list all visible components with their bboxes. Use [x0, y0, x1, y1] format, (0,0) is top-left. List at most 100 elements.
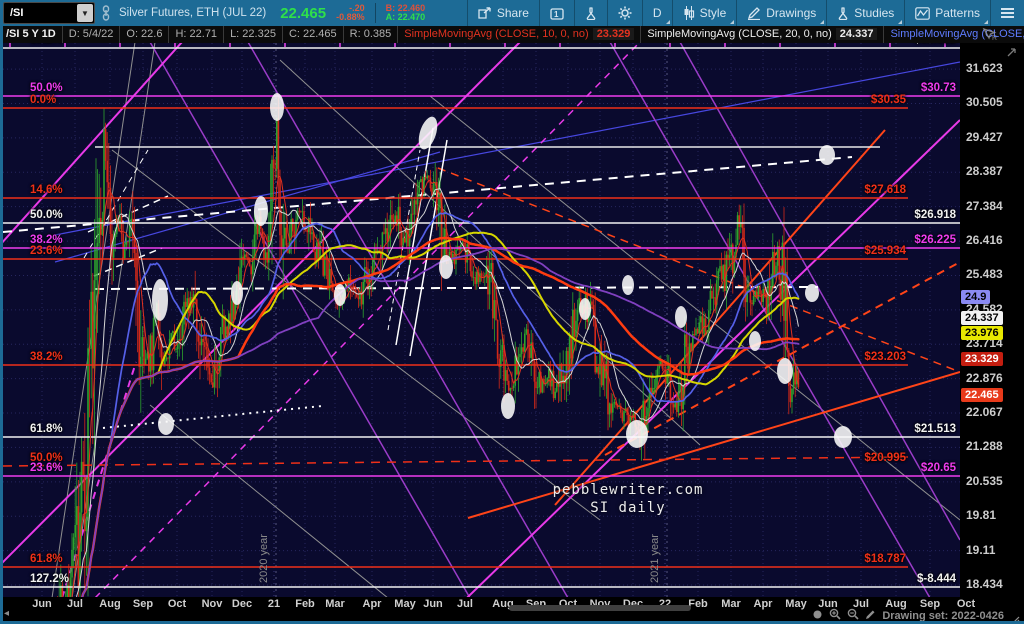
study-value: 23.329 [592, 28, 635, 40]
watermark-line2: SI daily [590, 500, 666, 516]
events-button[interactable]: 1 [538, 0, 574, 26]
candlestick-icon [683, 6, 695, 20]
price-axis[interactable]: 31.623 30.505 29.427 28.387 27.384 26.416 25.4… [960, 43, 1024, 597]
ohlc-study-readout: /SI 5 Y 1D D: 5/4/22 O: 22.6 H: 22.71 L: 22.… [0, 26, 1024, 43]
draw-pencil-icon[interactable] [865, 607, 876, 624]
patterns-button[interactable]: Patterns [904, 0, 990, 26]
dropdown-corner [984, 20, 988, 24]
axis-expand-icon[interactable] [1006, 45, 1018, 63]
fit-zoom-icon[interactable] [812, 607, 823, 624]
menu-icon [1001, 8, 1014, 18]
header-segment: H: 22.71 [169, 26, 225, 43]
price-chart-canvas[interactable] [3, 43, 960, 597]
zoom-out-icon[interactable] [847, 607, 859, 624]
link-icon[interactable] [101, 5, 111, 21]
x-axis-label: Mar [325, 598, 345, 610]
resize-grip-icon[interactable] [1010, 611, 1020, 624]
header-segment: O: 22.6 [120, 26, 170, 43]
x-axis-label: Nov [201, 598, 223, 610]
gear-icon [618, 6, 632, 20]
price-axis-tick: 18.434 [966, 577, 1003, 592]
x-axis-label: Jun [818, 598, 838, 610]
price-axis-tick: 28.387 [966, 164, 1003, 179]
x-axis-label: Dec [231, 598, 253, 610]
price-axis-tick: 21.288 [966, 439, 1003, 454]
header-segment: C: 22.465 [283, 26, 344, 43]
price-axis-tick: 31.623 [966, 61, 1003, 76]
x-axis-label: Feb [688, 598, 708, 610]
scrollbar-thumb[interactable] [509, 605, 691, 611]
change-value: -.20 [349, 3, 365, 13]
price-axis-badge[interactable]: 23.329 [961, 351, 1003, 366]
symbol-text: /SI [10, 7, 24, 19]
x-axis-label: Aug [99, 598, 121, 610]
analysis-flask-button[interactable] [573, 0, 607, 26]
chart-header: /SI 5 Y 1D D: 5/4/22 O: 22.6 H: 22.71 L: 22.… [0, 26, 1024, 43]
dropdown-corner [898, 20, 903, 24]
share-button[interactable]: Share [466, 0, 539, 26]
header-segment: L: 22.325 [224, 26, 283, 43]
menu-button[interactable] [990, 0, 1024, 26]
dropdown-corner [730, 20, 735, 24]
header-segment: SimpleMovingAvg (CLOSE, 20, 0, no) 24.337 [641, 26, 885, 43]
year-marker-label: 2020 year [258, 534, 270, 583]
price-axis-badge[interactable]: 24.337 [961, 311, 1003, 326]
change-block: -.20 -0.88% [336, 4, 365, 22]
x-axis-label: Jul [853, 598, 869, 610]
svg-text:1: 1 [554, 10, 559, 19]
x-axis-label: Jul [67, 598, 83, 610]
settings-button[interactable] [606, 0, 642, 26]
bid-ask-block: B: 22.460 A: 22.470 [374, 3, 436, 23]
study-label[interactable]: SimpleMovingAvg (CLOSE, 10, 0, no) [404, 28, 589, 40]
price-axis-tick: 22.067 [966, 405, 1003, 420]
studies-button[interactable]: Studies [826, 0, 904, 26]
symbol-dropdown[interactable]: /SI ▼ [3, 2, 95, 24]
price-axis-tick: 25.483 [966, 267, 1003, 282]
x-axis-label: Mar [721, 598, 741, 610]
timeframe-button[interactable]: D [641, 0, 672, 26]
study-label[interactable]: SimpleMovingAvg (CLOSE, 50, 0, no) [890, 28, 1024, 40]
year-marker-label: 2021 year [649, 534, 661, 583]
drawing-set-label[interactable]: Drawing set: 2022-0426 [882, 610, 1004, 622]
watermark: pebblewriter.com SI daily [553, 481, 704, 517]
window-border-bottom [0, 621, 1024, 624]
x-axis-label: Oct [167, 598, 187, 610]
chart-area[interactable]: 38.2%$32.32250.0%$30.730.0%$30.3514.6%$2… [3, 43, 960, 597]
top-toolbar: /SI ▼ Silver Futures, ETH (JUL 22) 22.46… [0, 0, 1024, 26]
x-axis-label: Apr [753, 598, 773, 610]
x-axis-label: Apr [362, 598, 382, 610]
ask-value: A: 22.470 [385, 12, 426, 22]
price-axis-badge[interactable]: 22.465 [961, 387, 1003, 402]
cursor-tool-icon[interactable]: R [982, 27, 998, 43]
x-axis-label: Aug [492, 598, 514, 610]
patterns-label: Patterns [935, 6, 980, 20]
header-segment: SimpleMovingAvg (CLOSE, 50, 0, no) [884, 26, 1024, 43]
price-axis-badge[interactable]: 24.9 [961, 289, 991, 304]
chevron-down-icon[interactable]: ▼ [77, 4, 93, 22]
header-segment: /SI 5 Y 1D [0, 26, 63, 43]
x-axis-label: May [394, 598, 416, 610]
bid-value: B: 22.460 [385, 3, 426, 13]
header-segment: SimpleMovingAvg (CLOSE, 10, 0, no) 23.329 [398, 26, 642, 43]
x-axis-label: 21 [267, 598, 281, 610]
price-axis-tick: 20.535 [966, 473, 1003, 488]
zoom-in-icon[interactable] [829, 607, 841, 624]
price-axis-badge[interactable]: 23.976 [961, 325, 1003, 340]
x-axis-label: Oct [956, 598, 976, 610]
x-axis-label: Jun [423, 598, 443, 610]
watermark-line1: pebblewriter.com [552, 482, 704, 498]
header-segment: R: 0.385 [344, 26, 399, 43]
style-button[interactable]: Style [671, 0, 737, 26]
flask-icon [585, 6, 597, 20]
price-axis-tick: 26.416 [966, 233, 1003, 248]
x-axis-label: Sep [132, 598, 154, 610]
price-axis-tick: 22.876 [966, 370, 1003, 385]
timeframe-label: D [652, 6, 662, 20]
study-label[interactable]: SimpleMovingAvg (CLOSE, 20, 0, no) [647, 28, 832, 40]
drawings-button[interactable]: Drawings [736, 0, 826, 26]
x-axis-label: Jul [457, 598, 473, 610]
price-axis-tick: 30.505 [966, 95, 1003, 110]
scroll-left-arrow[interactable]: ◂ [4, 608, 10, 619]
change-percent: -0.88% [336, 12, 365, 22]
